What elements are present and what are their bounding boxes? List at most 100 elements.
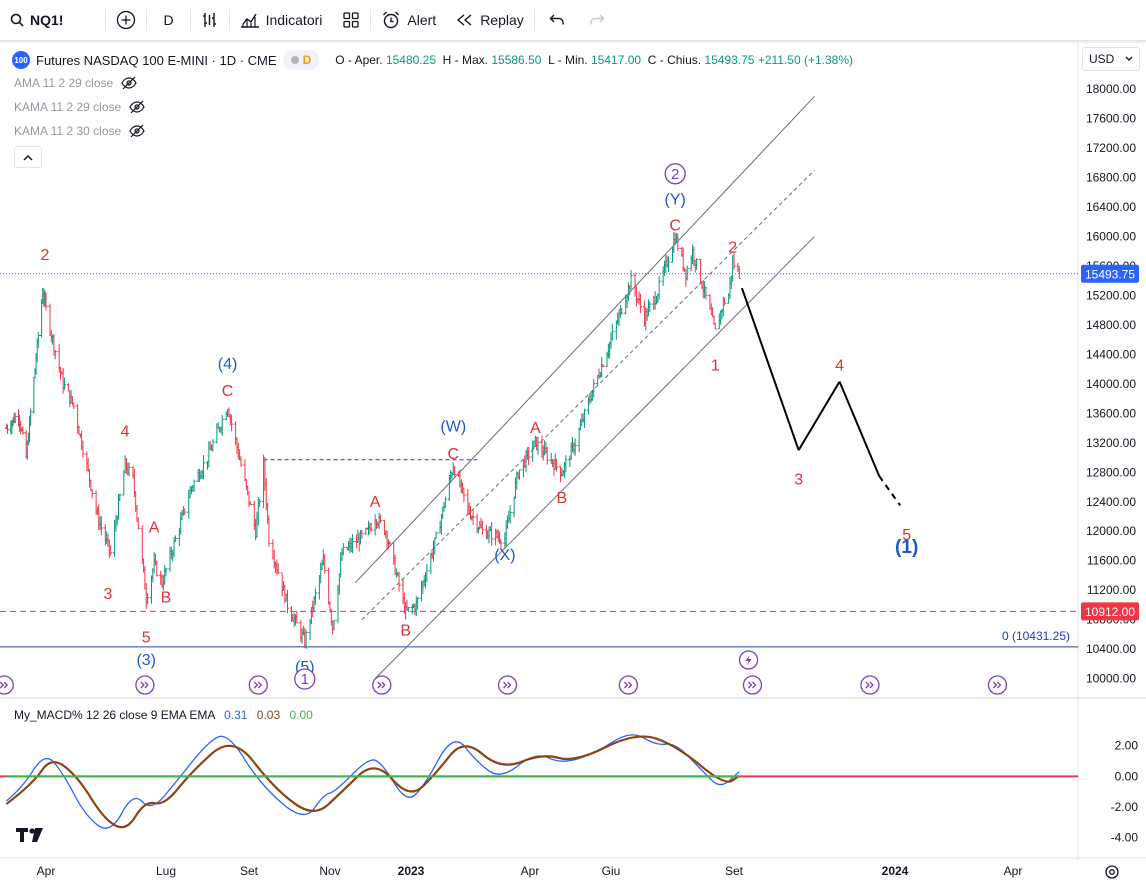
ohlc-bar: [220, 415, 224, 437]
wave-label[interactable]: 4: [121, 424, 130, 441]
market-status-pill[interactable]: D: [282, 50, 320, 70]
wave-label[interactable]: 2: [728, 240, 737, 257]
ohlc-bar: [341, 543, 345, 556]
event-marker-icon[interactable]: [248, 675, 268, 695]
replay-label: Replay: [480, 12, 524, 28]
projection-segment[interactable]: [838, 381, 881, 477]
event-marker-icon[interactable]: [135, 675, 155, 695]
price-axis[interactable]: 18000.00 17600.00 17200.00 16800.00 16400.00…: [1086, 82, 1136, 686]
ohlc-bar: [629, 270, 633, 290]
circled-wave-marker[interactable]: [664, 163, 686, 185]
event-marker-icon[interactable]: [372, 675, 392, 695]
alert-button[interactable]: Alert: [371, 0, 446, 40]
wave-label[interactable]: A: [370, 494, 381, 511]
chart-type-button[interactable]: [191, 0, 229, 40]
event-marker-icon[interactable]: [618, 675, 639, 695]
wave-label[interactable]: 5: [142, 629, 151, 646]
projection-segment[interactable]: [740, 287, 800, 451]
wave-label[interactable]: (3): [136, 652, 156, 669]
low-label: L - Min.: [548, 53, 588, 67]
wave-label[interactable]: (4): [218, 356, 238, 373]
macd-legend[interactable]: My_MACD% 12 26 close 9 EMA EMA 0.31 0.03…: [14, 708, 313, 722]
indicator-row[interactable]: KAMA 11 2 30 close: [14, 124, 145, 138]
projection-segment[interactable]: [797, 381, 841, 451]
ohlc-bar: [192, 479, 196, 492]
time-axis[interactable]: Apr Lug Set Nov 2023 Apr Giu Set 2024 Apr: [37, 864, 1023, 878]
eye-crossed-icon[interactable]: [129, 124, 145, 138]
symbol-search-button[interactable]: NQ1!: [0, 0, 73, 40]
price-tick-label: 10000.00: [1086, 672, 1136, 686]
circled-wave-label[interactable]: 1: [301, 671, 309, 688]
compare-add-button[interactable]: [106, 0, 146, 40]
event-marker-icon[interactable]: [497, 675, 518, 695]
instrument-title: Futures NASDAQ 100 E-MINI · 1D · CME: [36, 52, 277, 68]
wave-label[interactable]: A: [530, 420, 541, 437]
event-markers[interactable]: [0, 650, 1008, 695]
indicator-row[interactable]: KAMA 11 2 29 close: [14, 100, 145, 114]
fast-forward-icon: [140, 681, 149, 689]
indicators-button[interactable]: Indicatori: [230, 0, 333, 40]
circled-wave-label[interactable]: 2: [671, 166, 679, 183]
divider: [228, 9, 230, 31]
series-legend[interactable]: 100 Futures NASDAQ 100 E-MINI · 1D · CME…: [12, 50, 853, 70]
macd-pane: [0, 734, 1078, 829]
event-marker-icon[interactable]: [987, 675, 1008, 695]
collapse-legend-button[interactable]: [14, 146, 42, 168]
eye-crossed-icon[interactable]: [121, 76, 137, 90]
price-tick-label: 16800.00: [1086, 170, 1136, 184]
wave-label[interactable]: B: [400, 623, 411, 640]
wave-label[interactable]: 3: [794, 472, 803, 489]
macd-axis[interactable]: 2.00 0.00 -2.00 -4.00: [1111, 739, 1139, 845]
wave-label[interactable]: 1: [711, 357, 720, 374]
ohlc-bar: [304, 629, 308, 649]
channel-line-middle[interactable]: [361, 169, 815, 621]
currency-selector[interactable]: USD: [1082, 47, 1140, 71]
time-tick-label: 2024: [882, 864, 909, 878]
wave-label[interactable]: C: [448, 446, 460, 463]
settings-gear-icon[interactable]: [1105, 865, 1119, 879]
ohlc-bar: [183, 508, 187, 516]
replay-button[interactable]: Replay: [446, 0, 534, 40]
channel-line-lower[interactable]: [374, 236, 815, 679]
tradingview-logo[interactable]: [16, 828, 43, 842]
wave-label[interactable]: 3: [104, 586, 113, 603]
parallel-channel[interactable]: [354, 96, 815, 679]
wave-label[interactable]: 2: [40, 247, 49, 264]
wave-label[interactable]: B: [557, 490, 568, 507]
wave-label[interactable]: A: [149, 520, 160, 537]
wave-label[interactable]: B: [161, 590, 172, 607]
fast-forward-icon: [0, 681, 9, 689]
wave-label[interactable]: C: [222, 383, 234, 400]
elliott-wave-labels[interactable]: 2345(3)ABC(4)(5)ABC(W)(X)ABC(Y)12345(1)2…: [40, 163, 918, 690]
wave-label[interactable]: (1): [895, 537, 918, 558]
undo-button[interactable]: [535, 0, 579, 40]
macd-tick-label: -4.00: [1111, 831, 1139, 845]
indicator-row[interactable]: AMA 11 2 29 close: [14, 76, 137, 90]
redo-button[interactable]: [579, 0, 615, 40]
ohlc-bar: [295, 610, 299, 624]
indicator-label: KAMA 11 2 30 close: [14, 124, 122, 138]
ohlc-bar: [109, 545, 113, 556]
circled-wave-marker[interactable]: [294, 668, 316, 690]
wave-label[interactable]: (W): [440, 419, 466, 436]
layouts-button[interactable]: [332, 0, 370, 40]
wave-label[interactable]: 5: [902, 527, 911, 544]
interval-button[interactable]: D: [147, 0, 189, 40]
price-tick-label: 12400.00: [1086, 495, 1136, 509]
wave-label[interactable]: (X): [494, 547, 515, 564]
wave-label[interactable]: (Y): [665, 192, 686, 209]
event-marker-icon[interactable]: [742, 675, 763, 695]
wave-label[interactable]: 4: [835, 357, 844, 374]
divider: [105, 9, 107, 31]
time-tick-label: Giu: [602, 864, 621, 878]
time-tick-label: Apr: [1004, 864, 1023, 878]
price-tick-label: 13600.00: [1086, 406, 1136, 420]
wave-projection[interactable]: [740, 287, 902, 507]
channel-line-upper[interactable]: [354, 96, 815, 584]
eye-crossed-icon[interactable]: [129, 100, 145, 114]
ohlc-bar: [369, 522, 373, 532]
wave-label[interactable]: C: [669, 217, 681, 234]
event-marker-icon[interactable]: [860, 675, 880, 695]
ohlc-bar: [397, 571, 401, 592]
